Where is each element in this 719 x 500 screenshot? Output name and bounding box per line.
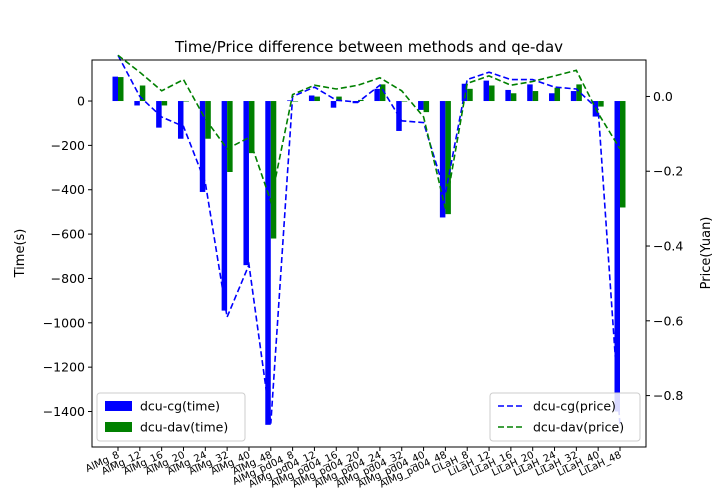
legend-time: dcu-cg(time) dcu-dav(time) (96, 392, 246, 442)
bar-dcu-cg(time)-AlMg_24 (199, 101, 206, 192)
right-tick-label: −0.2 (653, 164, 683, 179)
right-axis: 0.0 −0.2 −0.4 −0.6 −0.8 (646, 89, 683, 403)
bar-dcu-cg(time)-LiLaH_32 (570, 91, 577, 102)
bar-dcu-cg(time)-LiLaH_12 (483, 80, 490, 102)
bar-dcu-cg(time)-LiLaH_48 (614, 101, 620, 412)
legend-frame (489, 392, 641, 442)
chart-title: Time/Price difference between methods an… (174, 38, 563, 56)
bar-dcu-cg(time)-AlMg_pd04_16 (330, 101, 337, 108)
legend-price: dcu-cg(price) dcu-dav(price) (489, 392, 641, 442)
bar-dcu-dav(time)-AlMg_48 (270, 101, 277, 239)
bar-dcu-dav(time)-AlMg_pd04_40 (423, 101, 430, 113)
bar-dcu-dav(time)-AlMg_pd04_8 (292, 101, 299, 102)
bar-dcu-cg(time)-AlMg_48 (265, 101, 271, 425)
bar-dcu-cg(time)-AlMg_pd04_48 (439, 101, 446, 218)
legend-label: dcu-dav(time) (140, 420, 228, 435)
left-tick-label: −600 (51, 227, 85, 242)
bar-dcu-cg(time)-AlMg_pd04_40 (418, 101, 424, 110)
x-axis: AlMg_8AlMg_12AlMg_16AlMg_20AlMg_24AlMg_3… (84, 447, 623, 490)
bar-dcu-dav(time)-AlMg_16 (161, 101, 168, 106)
legend-label: dcu-cg(price) (533, 399, 616, 414)
plot-frame (91, 59, 647, 448)
bar-dcu-cg(time)-LiLaH_16 (505, 89, 511, 102)
left-tick-label: 0 (77, 94, 85, 109)
line-dcu-dav(price) (117, 54, 621, 209)
right-tick-label: −0.8 (653, 388, 683, 403)
bar-dcu-cg(time)-AlMg_12 (134, 101, 140, 106)
bars-layer (112, 76, 626, 425)
bar-dcu-dav(time)-AlMg_40 (248, 101, 255, 154)
left-tick-label: −200 (51, 138, 85, 153)
bar-dcu-dav(time)-AlMg_pd04_12 (314, 96, 320, 102)
bar-dcu-cg(time)-AlMg_40 (243, 101, 249, 266)
bar-dcu-dav(time)-LiLaH_48 (620, 101, 626, 208)
bar-dcu-dav(time)-LiLaH_24 (554, 87, 561, 102)
bar-dcu-dav(time)-AlMg_pd04_32 (401, 101, 408, 102)
bar-dcu-cg(time)-AlMg_32 (221, 101, 228, 311)
left-tick-label: −800 (51, 271, 85, 286)
bar-dcu-cg(time)-AlMg_pd04_8 (287, 100, 293, 102)
bar-dcu-dav(time)-AlMg_20 (183, 101, 189, 102)
bar-dcu-dav(time)-LiLaH_20 (532, 91, 539, 102)
bar-dcu-dav(time)-AlMg_8 (118, 77, 124, 102)
bar-dcu-dav(time)-AlMg_12 (139, 85, 146, 102)
bar-dcu-dav(time)-AlMg_pd04_16 (336, 96, 342, 102)
left-tick-label: −1000 (43, 315, 85, 330)
bar-dcu-dav(time)-AlMg_32 (227, 101, 233, 172)
bar-dcu-cg(time)-AlMg_pd04_12 (308, 95, 315, 102)
bar-dcu-dav(time)-LiLaH_32 (576, 84, 582, 102)
left-tick-label: −400 (51, 182, 85, 197)
bar-dcu-cg(time)-LiLaH_24 (549, 93, 555, 102)
right-tick-label: −0.6 (653, 313, 683, 328)
right-tick-label: −0.4 (653, 239, 683, 254)
legend-label: dcu-cg(time) (140, 399, 220, 414)
bar-dcu-dav(time)-LiLaH_16 (510, 93, 517, 102)
bar-dcu-cg(time)-AlMg_8 (112, 76, 118, 102)
y-axis-label-left: Time(s) (13, 229, 28, 279)
bar-dcu-cg(time)-LiLaH_20 (527, 84, 533, 102)
left-tick-label: −1200 (43, 360, 85, 375)
y-axis-label-right: Price(Yuan) (699, 217, 714, 290)
legend-swatch (105, 401, 132, 411)
bar-dcu-dav(time)-LiLaH_12 (489, 85, 495, 102)
price-lines-layer (117, 54, 621, 426)
left-tick-label: −1400 (43, 404, 85, 419)
legend-label: dcu-dav(price) (533, 420, 624, 435)
bar-dcu-dav(time)-LiLaH_8 (467, 88, 473, 102)
bar-dcu-cg(time)-AlMg_pd04_24 (374, 88, 380, 102)
bar-dcu-dav(time)-AlMg_pd04_20 (358, 99, 364, 102)
line-dcu-cg(price) (117, 54, 621, 426)
legend-swatch (105, 422, 132, 432)
bar-dcu-dav(time)-AlMg_pd04_48 (445, 101, 451, 215)
right-tick-label: 0.0 (653, 89, 673, 104)
bar-dcu-dav(time)-LiLaH_40 (598, 101, 604, 107)
bar-dcu-dav(time)-AlMg_pd04_24 (379, 84, 386, 102)
bar-dcu-cg(time)-AlMg_20 (177, 101, 184, 139)
legend-frame (96, 392, 246, 442)
bar-dcu-dav(time)-AlMg_24 (205, 101, 211, 139)
left-axis: 0 −200 −400 −600 −800 −1000 −1200 −1400 (43, 94, 92, 419)
